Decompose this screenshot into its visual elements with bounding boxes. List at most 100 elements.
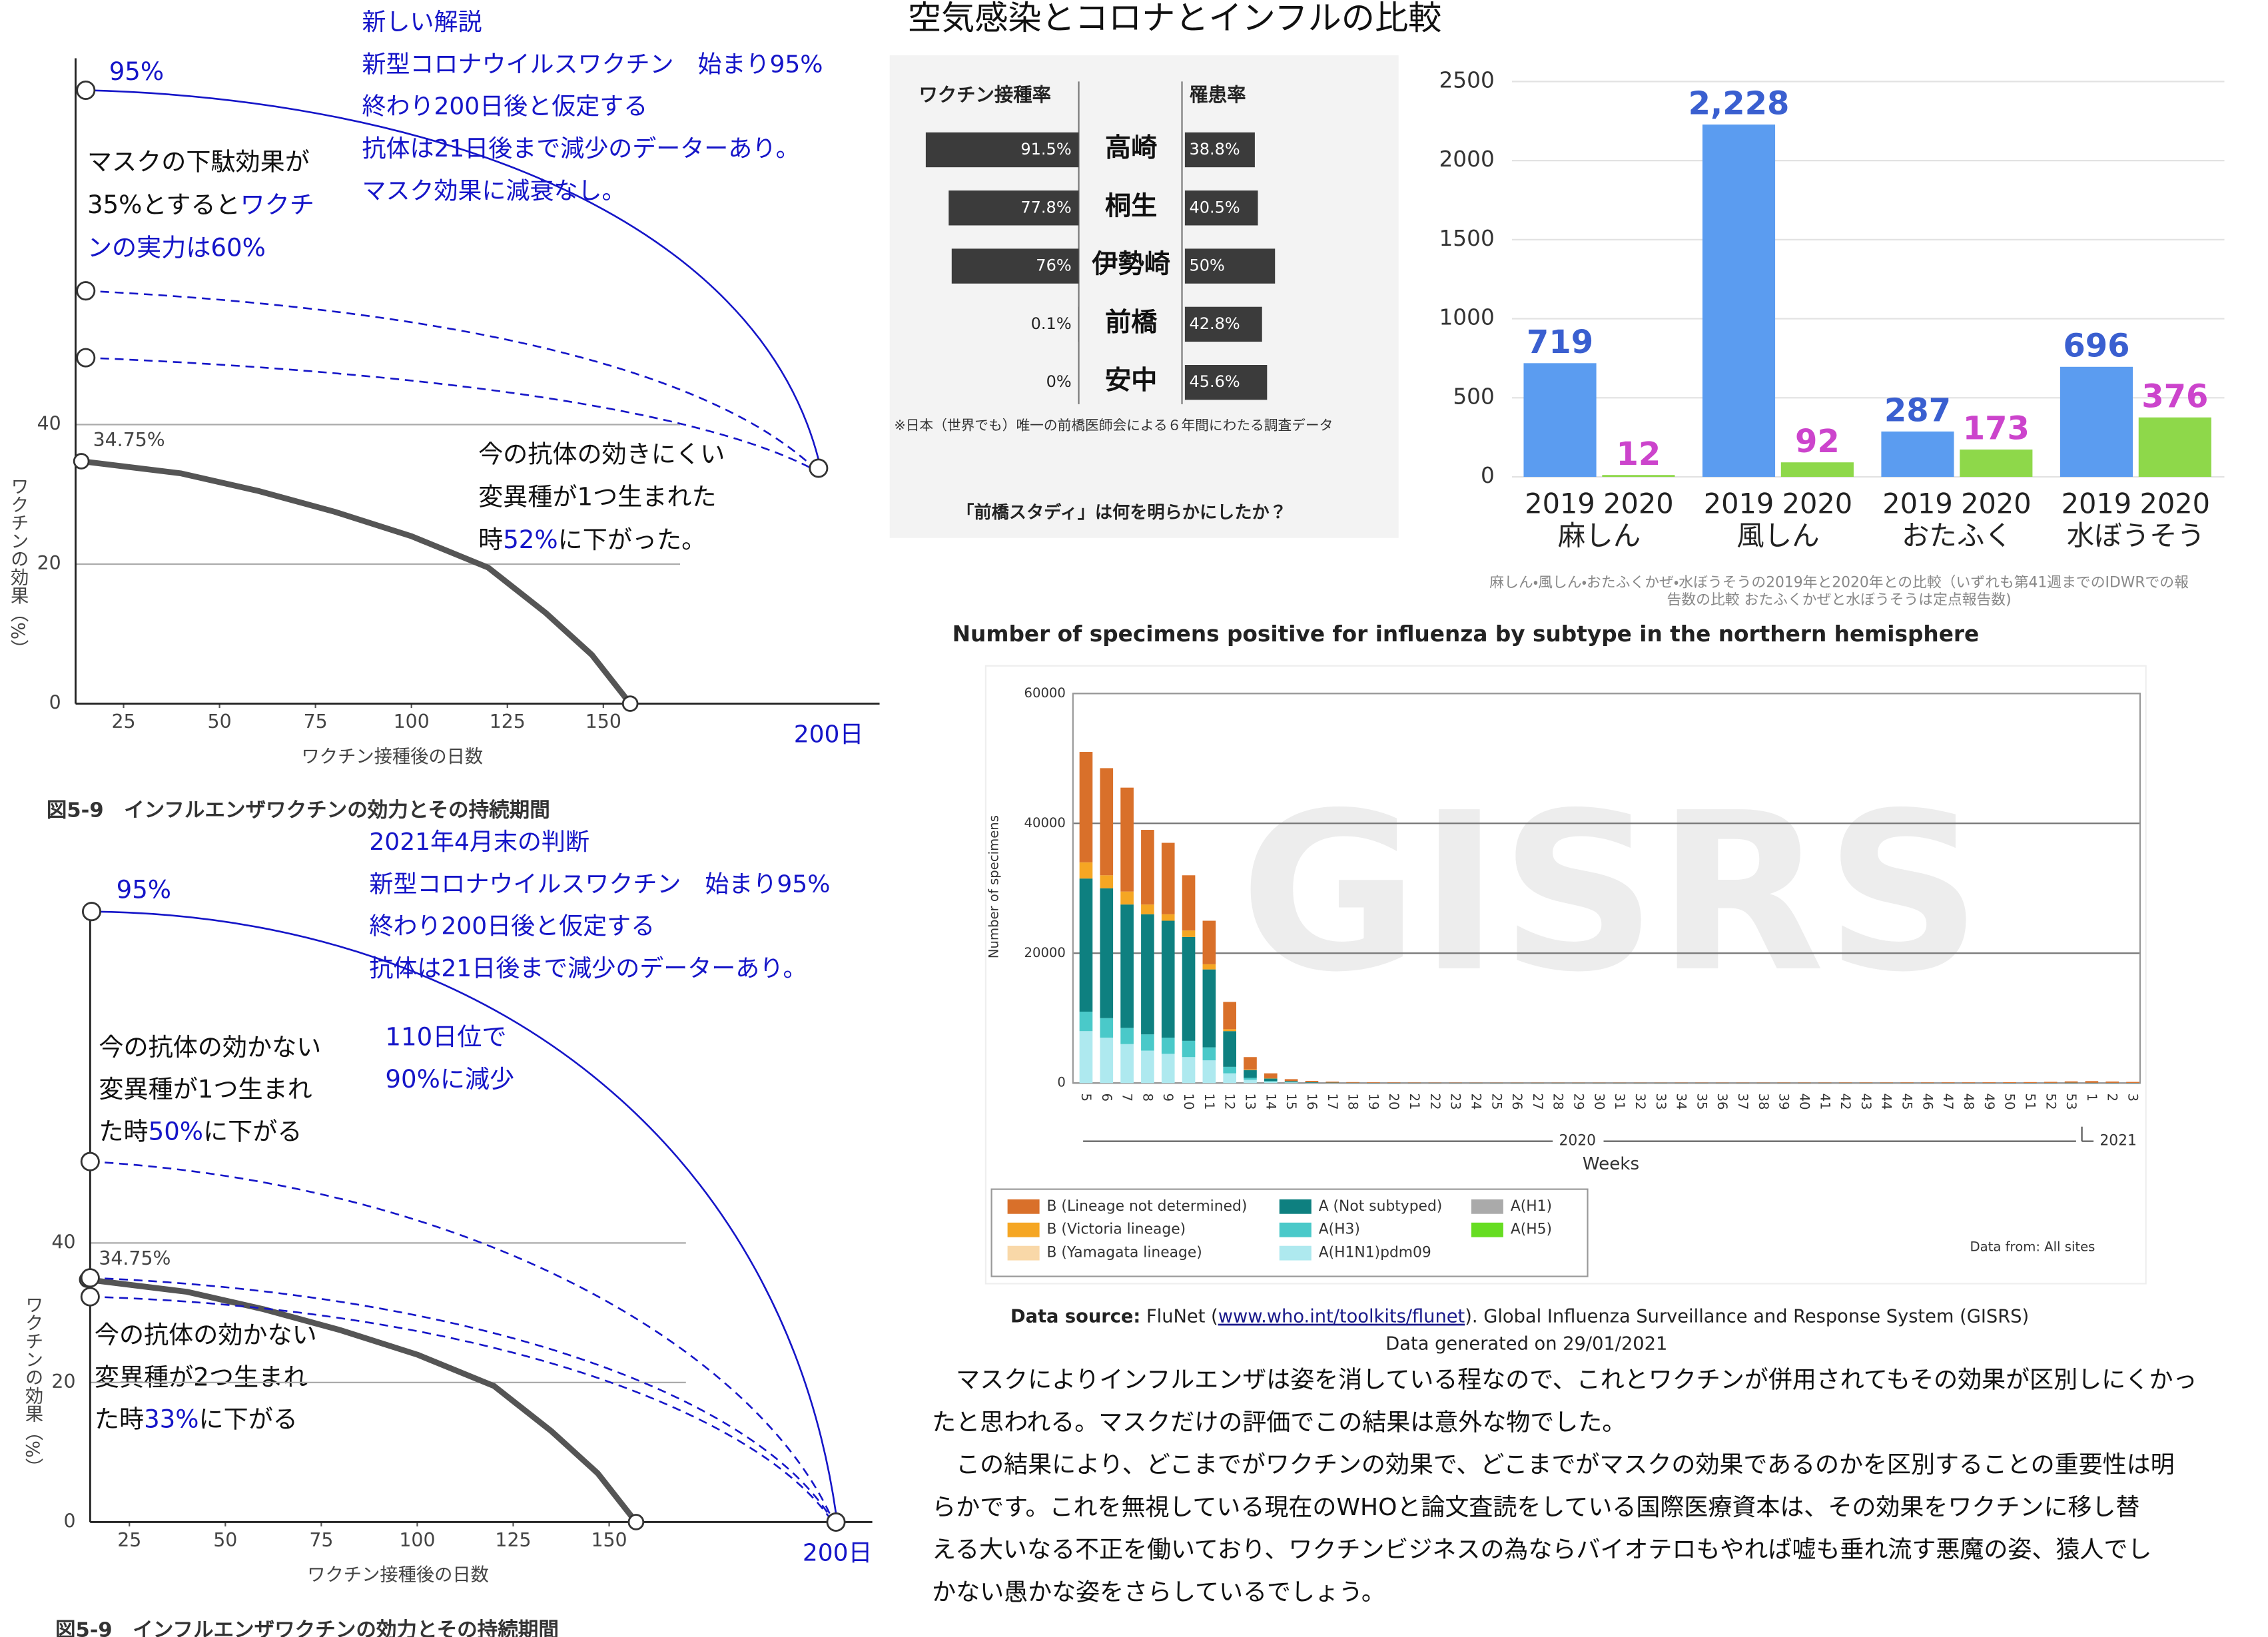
x-tick-label: 50	[2002, 1094, 2018, 1110]
note-segment: 変異種が2つ生まれ	[95, 1363, 308, 1391]
y-tick-label: 1500	[1439, 226, 1494, 251]
city: 伊勢崎	[1091, 249, 1170, 280]
legend-label: B (Yamagata lineage)	[1047, 1245, 1202, 1261]
x-tick-label: 38	[1756, 1094, 1771, 1110]
x-tick-label: 39	[1776, 1094, 1792, 1110]
x-tick-label: 16	[1304, 1094, 1320, 1110]
y-tick-label: 1000	[1439, 305, 1494, 330]
x-tick-label: 36	[1714, 1094, 1730, 1110]
bar-segment	[1079, 752, 1093, 862]
annotation-point	[80, 1287, 100, 1307]
x-tick-label: 43	[1858, 1094, 1874, 1110]
bar-segment	[1100, 1038, 1114, 1084]
bar-segment	[1244, 1070, 1257, 1078]
x-tick-label: 52	[2043, 1094, 2058, 1110]
vaccination-label: 0%	[1046, 372, 1072, 391]
day-200: 200日	[803, 1539, 873, 1566]
x-tick-label: 125	[490, 711, 526, 733]
morbidity-label: 45.6%	[1189, 372, 1240, 391]
legend-swatch	[1007, 1222, 1040, 1237]
x-tick-label: 20	[1386, 1094, 1401, 1110]
x-tick-label: 150	[591, 1529, 627, 1551]
bar-segment	[1161, 914, 1175, 921]
bar-segment	[1223, 1073, 1236, 1084]
vaccination-label: 91.5%	[1020, 140, 1071, 159]
year-label: 2019	[2062, 488, 2132, 520]
x-tick-label: 23	[1448, 1094, 1463, 1110]
x-tick-label: 32	[1633, 1094, 1648, 1110]
x-tick-label: 7	[1120, 1094, 1135, 1102]
note-line: 終わり200日後と仮定する	[369, 913, 655, 940]
legend-label: A(H1)	[1511, 1198, 1552, 1215]
bar-segment	[2064, 1081, 2078, 1083]
city: 安中	[1105, 365, 1158, 396]
plot-frame	[1072, 693, 2141, 1084]
x-tick-label: 31	[1612, 1094, 1627, 1110]
note-segment: ワクチ	[240, 190, 314, 218]
y-tick-label: 0	[49, 692, 61, 714]
header: 罹患率	[1189, 84, 1246, 106]
x-tick-label: 25	[1489, 1094, 1504, 1110]
source-text: FluNet (	[1140, 1306, 1218, 1327]
bar-segment	[1880, 1082, 1894, 1084]
x-tick-label: 29	[1571, 1094, 1587, 1110]
note-line: 新しい解説	[362, 9, 482, 36]
value-label: 92	[1795, 423, 1840, 460]
bar-segment	[2105, 1081, 2119, 1083]
paragraph-line: える大いなる不正を働いており、ワクチンビジネスの為ならバイオテロもやれば嘘も垂れ…	[932, 1536, 2151, 1564]
side-note-line: 今の抗体の効きにくい	[478, 440, 725, 468]
value-label: 287	[1884, 392, 1951, 430]
y-tick-label: 500	[1453, 384, 1494, 409]
x-axis-label: ワクチン接種後の日数	[307, 1565, 489, 1586]
bar-segment	[1079, 878, 1093, 1012]
legend-swatch	[1279, 1199, 1312, 1214]
bar-segment	[1305, 1082, 1319, 1083]
bar-segment	[1284, 1081, 1298, 1082]
bar-segment	[1962, 1082, 1976, 1084]
x-tick-label: 19	[1365, 1094, 1381, 1110]
x-tick-label: 75	[309, 1529, 333, 1551]
bar-segment	[2024, 1082, 2037, 1083]
bar	[1881, 431, 1954, 478]
source-label: Data source:	[1010, 1306, 1140, 1327]
source-text: ). Global Influenza Surveillance and Res…	[1465, 1306, 2029, 1327]
annotation-point	[80, 1151, 100, 1171]
bar-segment	[1367, 1082, 1380, 1083]
value-label: 376	[2141, 378, 2208, 415]
x-tick-label: 100	[394, 711, 430, 733]
day-200: 200日	[794, 721, 864, 749]
note-segment: 変異種が1つ生まれた	[478, 482, 716, 511]
note-segment: 52%	[503, 525, 558, 554]
x-tick-label: 100	[399, 1529, 435, 1551]
annotation-point	[81, 902, 102, 922]
annotation-point	[76, 281, 96, 301]
x-tick-label: 51	[2022, 1094, 2038, 1110]
bar-segment	[1182, 1057, 1196, 1084]
x-tick-label: 21	[1407, 1094, 1422, 1110]
note-segment: マスクの下駄効果が	[87, 147, 310, 176]
bar-segment	[1284, 1082, 1298, 1084]
y-axis-label: ワクチンの効果（%）	[22, 1295, 44, 1476]
x-tick-label: 15	[1284, 1094, 1299, 1110]
vaccination-label: 77.8%	[1020, 198, 1071, 216]
morbidity-label: 42.8%	[1189, 314, 1240, 333]
start-label: 34.75%	[99, 1247, 171, 1269]
bar-segment	[1100, 1018, 1114, 1038]
legend-swatch	[1007, 1245, 1040, 1261]
y-tick-label: 0	[1481, 463, 1495, 488]
x-tick-label: 28	[1551, 1094, 1566, 1110]
y-tick-label: 20000	[1024, 945, 1065, 960]
note-segment: 今の抗体の効かない	[95, 1321, 317, 1349]
bar-segment	[1244, 1057, 1257, 1070]
vaccination-bar	[948, 190, 1079, 226]
note-segment: 50%	[149, 1117, 203, 1146]
caption: 図5-9 インフルエンザワクチンの効力とその持続期間	[47, 799, 550, 822]
x-tick-label: 3	[2125, 1094, 2141, 1102]
x-tick-label: 34	[1674, 1094, 1689, 1110]
note: ※日本（世界でも）唯一の前橋医師会による６年間にわたる調査データ	[894, 418, 1333, 434]
legend-label: B (Lineage not determined)	[1047, 1198, 1248, 1215]
bar-segment	[1202, 964, 1216, 970]
y-axis-label: ワクチンの効果（%）	[7, 477, 29, 657]
side-note-line: た時50%に下がる	[99, 1117, 302, 1146]
x-tick-label: 14	[1263, 1094, 1278, 1110]
